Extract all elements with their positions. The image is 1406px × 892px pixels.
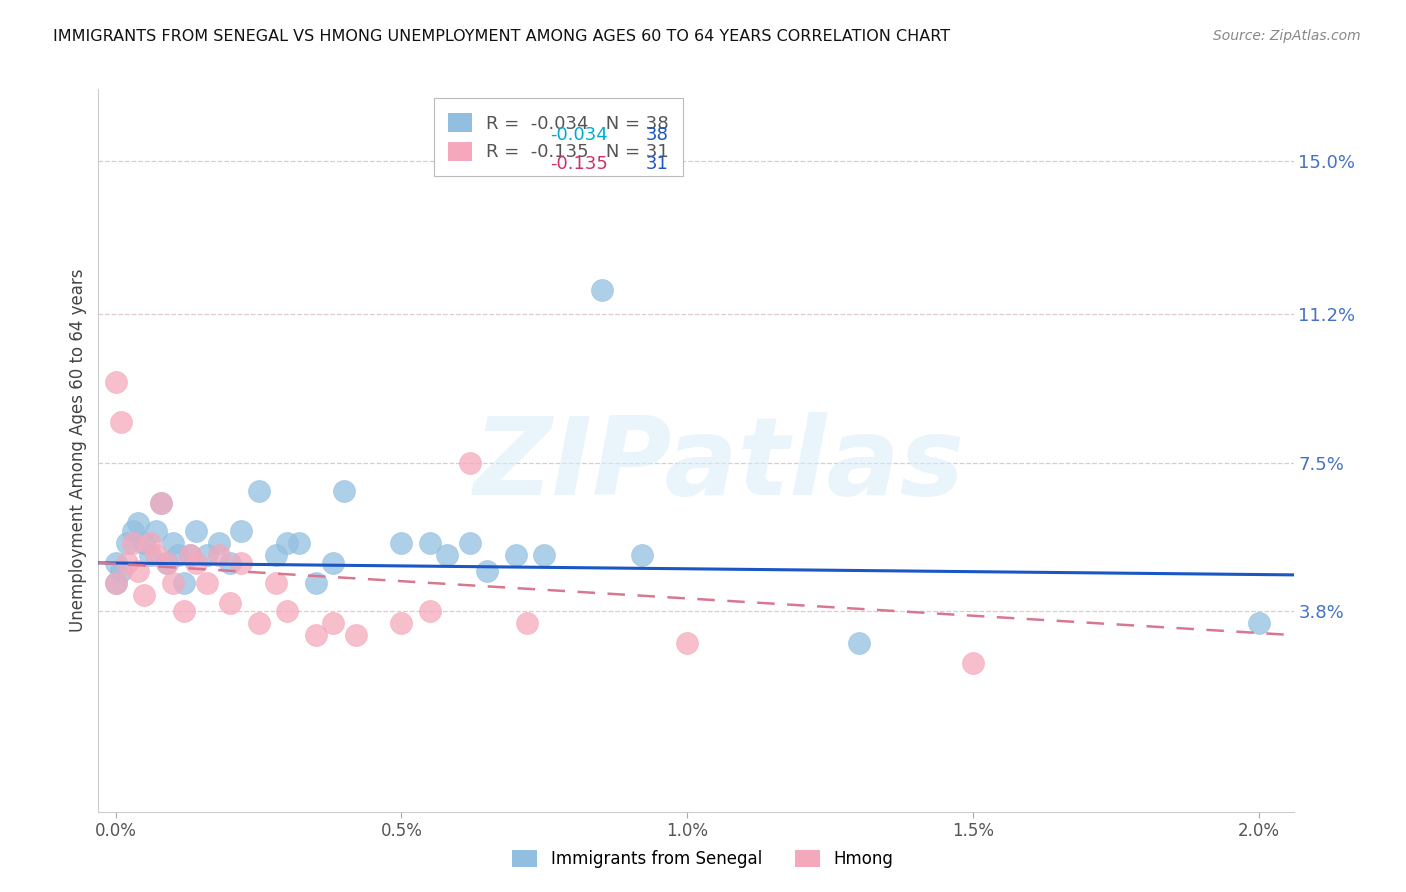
- Point: [477, 564, 499, 578]
- Point: [1249, 615, 1271, 630]
- Point: [150, 496, 173, 510]
- Point: [207, 548, 229, 562]
- Point: [333, 483, 356, 498]
- Point: [139, 535, 162, 549]
- Point: [104, 576, 127, 591]
- Point: [962, 657, 984, 671]
- Point: [264, 548, 287, 562]
- Text: ZIPatlas: ZIPatlas: [474, 412, 966, 518]
- Point: [322, 615, 344, 630]
- Point: [419, 535, 441, 549]
- Text: -0.135: -0.135: [550, 155, 609, 173]
- Point: [436, 548, 458, 562]
- Point: [344, 628, 367, 642]
- Point: [533, 548, 555, 562]
- Point: [179, 548, 201, 562]
- Point: [145, 548, 167, 562]
- Point: [516, 615, 538, 630]
- Point: [104, 576, 127, 591]
- Text: 38: 38: [645, 127, 669, 145]
- Point: [207, 535, 229, 549]
- Point: [150, 496, 173, 510]
- Point: [110, 564, 132, 578]
- Point: [305, 628, 328, 642]
- Point: [630, 548, 652, 562]
- Point: [173, 604, 195, 618]
- Point: [322, 556, 344, 570]
- Point: [247, 615, 270, 630]
- Text: Source: ZipAtlas.com: Source: ZipAtlas.com: [1213, 29, 1361, 43]
- Point: [179, 548, 201, 562]
- Point: [591, 283, 613, 297]
- Point: [231, 524, 253, 538]
- Point: [127, 564, 149, 578]
- Point: [219, 556, 242, 570]
- Point: [162, 535, 184, 549]
- Point: [264, 576, 287, 591]
- Point: [231, 556, 253, 570]
- Point: [139, 548, 162, 562]
- Point: [104, 556, 127, 570]
- Point: [156, 556, 179, 570]
- Legend: Immigrants from Senegal, Hmong: Immigrants from Senegal, Hmong: [506, 843, 900, 875]
- Point: [276, 604, 298, 618]
- Point: [121, 524, 143, 538]
- Point: [127, 516, 149, 530]
- Point: [173, 576, 195, 591]
- Point: [848, 636, 870, 650]
- Point: [115, 535, 138, 549]
- Point: [676, 636, 699, 650]
- Point: [134, 588, 156, 602]
- Point: [110, 416, 132, 430]
- Point: [419, 604, 441, 618]
- Y-axis label: Unemployment Among Ages 60 to 64 years: Unemployment Among Ages 60 to 64 years: [69, 268, 87, 632]
- Point: [305, 576, 328, 591]
- Point: [184, 524, 207, 538]
- Point: [458, 455, 481, 469]
- Point: [391, 615, 413, 630]
- Point: [195, 576, 218, 591]
- Point: [505, 548, 527, 562]
- Point: [167, 548, 190, 562]
- Point: [195, 548, 218, 562]
- Point: [247, 483, 270, 498]
- Legend: R =  -0.034   N = 38, R =  -0.135   N = 31: R = -0.034 N = 38, R = -0.135 N = 31: [434, 98, 683, 176]
- Text: IMMIGRANTS FROM SENEGAL VS HMONG UNEMPLOYMENT AMONG AGES 60 TO 64 YEARS CORRELAT: IMMIGRANTS FROM SENEGAL VS HMONG UNEMPLO…: [53, 29, 950, 44]
- Point: [276, 535, 298, 549]
- Text: 31: 31: [645, 155, 669, 173]
- Point: [156, 556, 179, 570]
- Point: [184, 556, 207, 570]
- Point: [115, 556, 138, 570]
- Point: [219, 596, 242, 610]
- Point: [145, 524, 167, 538]
- Point: [134, 535, 156, 549]
- Text: -0.034: -0.034: [550, 127, 609, 145]
- Point: [391, 535, 413, 549]
- Point: [162, 576, 184, 591]
- Point: [287, 535, 309, 549]
- Point: [104, 376, 127, 390]
- Point: [458, 535, 481, 549]
- Point: [121, 535, 143, 549]
